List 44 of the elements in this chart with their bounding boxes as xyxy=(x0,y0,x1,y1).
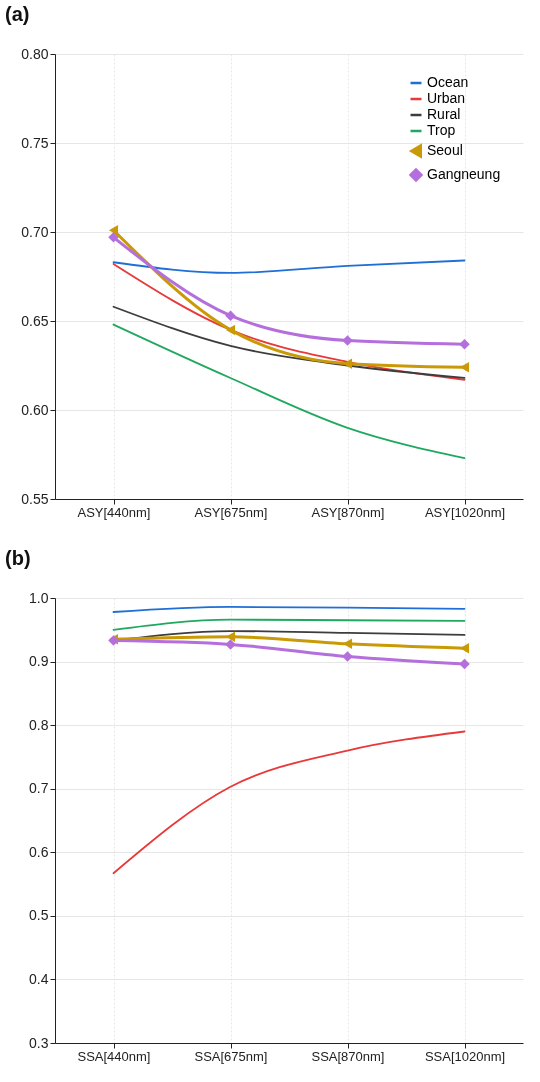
legend-label: Ocean xyxy=(427,74,469,90)
line-series xyxy=(112,730,466,875)
y-tick-label: 0.55 xyxy=(21,490,49,507)
point xyxy=(459,338,470,350)
y-tick-label: 0.5 xyxy=(29,907,49,924)
legend-label: Rural xyxy=(427,106,461,122)
legend-label: Urban xyxy=(427,90,466,106)
x-tick-label: SSA[1020nm] xyxy=(424,1048,506,1064)
y-tick-label: 0.9 xyxy=(29,653,49,670)
point xyxy=(342,335,353,346)
y-tick-label: 0.3 xyxy=(29,1034,49,1051)
line-series xyxy=(112,259,466,274)
line-series xyxy=(112,305,466,379)
y-tick-label: 1.0 xyxy=(29,589,49,606)
point xyxy=(108,232,119,243)
legend-label: Trop xyxy=(427,122,456,138)
point xyxy=(225,324,236,336)
legend-label: Seoul xyxy=(427,142,463,158)
y-tick-label: 0.80 xyxy=(21,45,49,62)
point xyxy=(459,658,470,670)
point xyxy=(342,651,353,662)
y-tick-label: 0.70 xyxy=(21,223,49,240)
x-tick-label: ASY[440nm] xyxy=(77,504,151,520)
chart-title: (b) xyxy=(5,547,31,569)
y-tick-label: 0.75 xyxy=(21,134,49,151)
y-tick-label: 0.6 xyxy=(29,843,49,860)
y-tick-label: 0.7 xyxy=(29,780,49,797)
y-tick-label: 0.8 xyxy=(29,716,49,733)
x-tick-label: ASY[870nm] xyxy=(311,504,385,520)
x-tick-label: ASY[675nm] xyxy=(194,504,268,520)
point xyxy=(225,639,236,650)
y-tick-label: 0.4 xyxy=(29,970,49,987)
line-series xyxy=(112,323,466,459)
x-tick-label: SSA[675nm] xyxy=(194,1048,268,1064)
y-tick-label: 0.65 xyxy=(21,312,49,329)
point xyxy=(225,310,236,321)
x-tick-label: SSA[440nm] xyxy=(77,1048,151,1064)
legend-label: Gangneung xyxy=(427,166,501,182)
chart-title: (a) xyxy=(5,3,30,25)
x-tick-label: ASY[1020nm] xyxy=(424,504,506,520)
line-series xyxy=(112,263,466,381)
x-tick-label: SSA[870nm] xyxy=(311,1048,385,1064)
y-tick-label: 0.60 xyxy=(21,401,49,418)
line-series xyxy=(112,618,466,631)
